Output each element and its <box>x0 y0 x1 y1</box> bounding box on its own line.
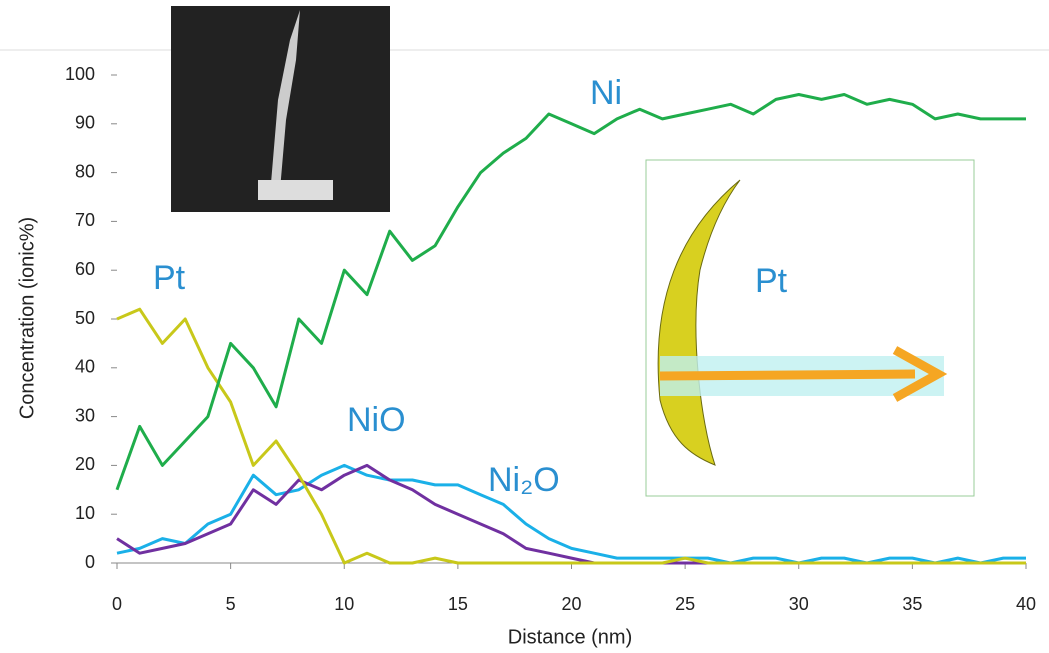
inset-arrow <box>659 369 916 381</box>
x-tick-label: 15 <box>448 594 468 614</box>
x-tick-label: 0 <box>112 594 122 614</box>
series-line <box>116 463 1026 565</box>
y-tick-label: 70 <box>75 210 95 230</box>
y-tick-label: 20 <box>75 454 95 474</box>
x-tick-label: 40 <box>1016 594 1036 614</box>
series-line <box>116 307 1026 565</box>
x-tick-label: 30 <box>789 594 809 614</box>
series-label: Ni <box>590 74 622 112</box>
y-tick-label: 100 <box>65 64 95 84</box>
y-tick-label: 80 <box>75 161 95 181</box>
x-tick-label: 5 <box>226 594 236 614</box>
x-tick-label: 25 <box>675 594 695 614</box>
inset-label: Pt <box>755 262 788 300</box>
y-tick-label: 50 <box>75 308 95 328</box>
series-label: Ni₂O <box>488 461 560 499</box>
sem-base <box>258 180 333 200</box>
x-tick-label: 20 <box>561 594 581 614</box>
plot-area: 0 10 20 30 40 50 60 70 80 90 100 0 5 10 15 20 25 30 35 40 Ni… <box>65 64 1036 614</box>
y-tick-label: 90 <box>75 113 95 133</box>
y-tick-label: 30 <box>75 405 95 425</box>
series-line <box>115 93 1026 491</box>
y-tick-label: 60 <box>75 259 95 279</box>
y-axis-title: Concentration (ionic%) <box>16 217 38 419</box>
inset-arrow-head <box>892 346 948 402</box>
y-tick-label: 0 <box>85 552 95 572</box>
y-tick-label: 40 <box>75 357 95 377</box>
x-tick-label: 10 <box>334 594 354 614</box>
x-tick-label: 35 <box>902 594 922 614</box>
sem-wire <box>270 10 300 195</box>
x-axis-title: Distance (nm) <box>508 626 632 648</box>
y-tick-label: 10 <box>75 503 95 523</box>
series-label: Pt <box>153 259 186 297</box>
series-label: NiO <box>347 401 406 439</box>
